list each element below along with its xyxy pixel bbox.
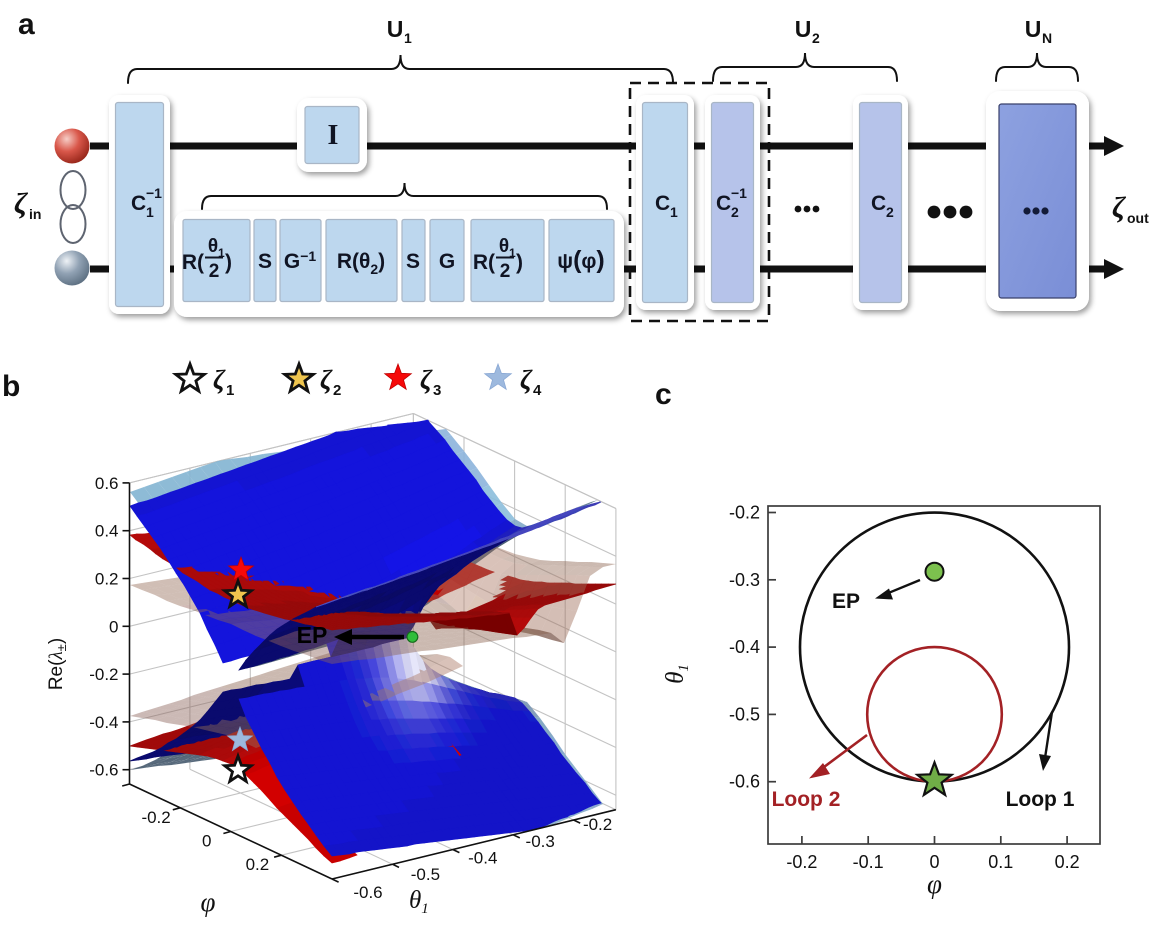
svg-text:C: C [871, 192, 886, 215]
svg-text:I: I [328, 120, 339, 151]
svg-text:1: 1 [218, 246, 225, 260]
svg-text:-0.3: -0.3 [526, 832, 555, 851]
svg-text:θ: θ [208, 236, 218, 257]
svg-text:2: 2 [886, 204, 894, 220]
svg-text:0.2: 0.2 [1055, 852, 1080, 872]
svg-text:2: 2 [333, 382, 341, 399]
svg-text:b: b [2, 370, 20, 403]
svg-text:-0.2: -0.2 [786, 852, 817, 872]
svg-text:S: S [258, 250, 272, 273]
svg-text:ζ: ζ [320, 365, 333, 395]
svg-text:G: G [439, 250, 455, 273]
svg-text:0.4: 0.4 [95, 522, 119, 541]
svg-text:): ) [516, 251, 523, 274]
svg-text:G−1: G−1 [284, 248, 317, 273]
svg-text:-0.4: -0.4 [89, 713, 118, 732]
svg-text:EP: EP [297, 622, 328, 648]
svg-text:U: U [795, 16, 812, 42]
svg-text:ζ: ζ [420, 365, 433, 395]
svg-text:a: a [18, 8, 35, 41]
svg-text:ψ(φ): ψ(φ) [557, 246, 605, 274]
svg-text:U: U [1025, 16, 1042, 42]
svg-text:-0.5: -0.5 [729, 704, 760, 724]
svg-text:θ1: θ1 [662, 664, 692, 684]
svg-text:S: S [406, 250, 420, 273]
svg-text:0: 0 [929, 852, 939, 872]
svg-text:−1: −1 [731, 185, 747, 201]
svg-text:-0.1: -0.1 [853, 852, 884, 872]
svg-text:Loop 1: Loop 1 [1006, 788, 1075, 811]
svg-text:0.2: 0.2 [95, 570, 119, 589]
svg-text:C: C [655, 192, 670, 215]
svg-text:0.2: 0.2 [246, 855, 270, 874]
svg-text:-0.3: -0.3 [729, 570, 760, 590]
svg-text:−1: −1 [146, 185, 162, 201]
svg-text:EP: EP [832, 590, 860, 613]
svg-text:ζ: ζ [213, 365, 226, 395]
svg-text:): ) [225, 251, 232, 274]
svg-text:0: 0 [109, 617, 118, 636]
svg-text:in: in [29, 206, 41, 222]
svg-text:θ: θ [499, 236, 509, 257]
svg-text:1: 1 [146, 204, 154, 220]
svg-text:-0.6: -0.6 [729, 772, 760, 792]
svg-text:Loop 2: Loop 2 [772, 788, 841, 811]
svg-text:R(θ2): R(θ2) [337, 250, 385, 277]
svg-text:3: 3 [433, 382, 441, 399]
svg-text:1: 1 [404, 30, 412, 46]
svg-text:C: C [716, 192, 731, 215]
svg-text:4: 4 [533, 382, 542, 399]
svg-text:2: 2 [731, 204, 739, 220]
svg-text:θ1: θ1 [409, 887, 429, 917]
svg-text:φ: φ [201, 887, 216, 917]
svg-text:-0.6: -0.6 [89, 761, 118, 780]
svg-text:c: c [655, 378, 672, 411]
svg-text:φ: φ [927, 869, 942, 899]
svg-text:out: out [1127, 210, 1149, 226]
svg-text:U: U [387, 16, 404, 42]
svg-text:C: C [131, 192, 146, 215]
svg-text:2: 2 [812, 30, 820, 46]
svg-text:-0.5: -0.5 [411, 865, 440, 884]
svg-text:2: 2 [209, 261, 220, 282]
svg-text:N: N [1042, 30, 1052, 46]
svg-text:1: 1 [226, 382, 234, 399]
svg-text:R(: R( [182, 251, 204, 274]
svg-text:-0.6: -0.6 [353, 883, 382, 902]
svg-text:-0.4: -0.4 [729, 637, 760, 657]
svg-text:-0.4: -0.4 [468, 849, 497, 868]
svg-text:ζ: ζ [1112, 191, 1127, 224]
svg-text:0: 0 [202, 832, 211, 851]
svg-text:0.1: 0.1 [988, 852, 1013, 872]
svg-text:0.6: 0.6 [95, 474, 119, 493]
svg-text:2: 2 [500, 261, 511, 282]
svg-text:R(: R( [473, 251, 495, 274]
svg-text:1: 1 [509, 246, 516, 260]
svg-text:ζ: ζ [520, 365, 533, 395]
svg-text:ζ: ζ [14, 187, 29, 220]
svg-text:-0.2: -0.2 [89, 665, 118, 684]
svg-text:Re(λ±): Re(λ±) [46, 638, 69, 690]
svg-text:-0.2: -0.2 [583, 815, 612, 834]
svg-text:-0.2: -0.2 [729, 503, 760, 523]
svg-text:-0.2: -0.2 [141, 808, 170, 827]
svg-text:1: 1 [670, 204, 678, 220]
